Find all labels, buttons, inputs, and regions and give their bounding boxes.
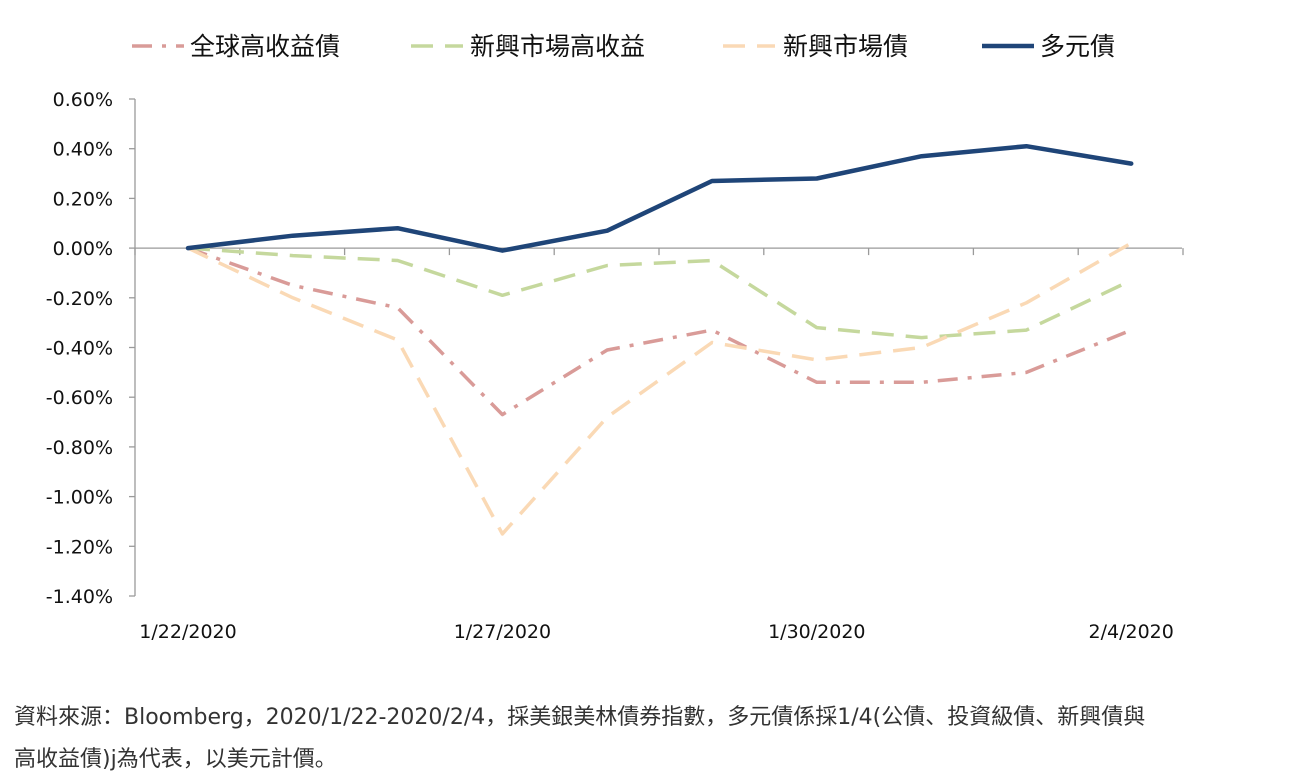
y-tick-label: -0.40% xyxy=(46,338,113,360)
series-line-1 xyxy=(187,246,1132,417)
x-tick-label: 1/30/2020 xyxy=(768,621,865,643)
x-tick-label: 1/27/2020 xyxy=(454,621,551,643)
footnote-line-2: 高收益債)j為代表，以美元計價。 xyxy=(14,747,337,772)
legend-label-2: 新興市場高收益 xyxy=(470,32,645,61)
footnote-line-1: 資料來源：Bloomberg，2020/1/22-2020/2/4，採美銀美林債… xyxy=(14,705,1146,730)
legend-label-3: 新興市場債 xyxy=(783,32,908,61)
y-tick-label: 0.60% xyxy=(53,89,113,111)
y-tick-label: -1.20% xyxy=(46,536,113,558)
legend-label-4: 多元債 xyxy=(1040,32,1115,61)
series-line-2 xyxy=(187,246,1132,340)
x-tick-label: 2/4/2020 xyxy=(1089,621,1174,643)
line-chart: 0.60% 0.40% 0.20% 0.00% -0.20% -0.40% -0.60% -0… xyxy=(46,32,1184,643)
y-tick-label: 0.00% xyxy=(53,238,113,260)
y-tick-label: -1.40% xyxy=(46,586,113,608)
y-tick-label: -0.80% xyxy=(46,437,113,459)
y-tick-label: -0.60% xyxy=(46,387,113,409)
legend-label-1: 全球高收益債 xyxy=(190,32,340,61)
series-line-3 xyxy=(187,241,1133,536)
y-tick-label: -1.00% xyxy=(46,487,113,509)
y-tick-label: 0.20% xyxy=(53,188,113,210)
y-tick-label: 0.40% xyxy=(53,139,113,161)
source-footnote: 資料來源：Bloomberg，2020/1/22-2020/2/4，採美銀美林債… xyxy=(14,697,1309,781)
x-tick-label: 1/22/2020 xyxy=(139,621,236,643)
series-line-4 xyxy=(185,143,1134,253)
y-tick-label: -0.20% xyxy=(46,288,113,310)
